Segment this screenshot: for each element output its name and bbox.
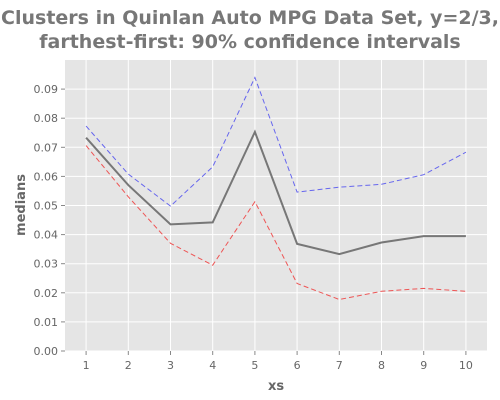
x-axis-label: xs [268, 379, 284, 394]
y-tick-label: 0.00 [34, 345, 59, 358]
x-tick-label: 7 [336, 359, 343, 372]
y-tick-label: 0.04 [34, 229, 59, 242]
x-tick-label: 1 [83, 359, 90, 372]
y-tick-label: 0.05 [34, 200, 59, 213]
y-tick-label: 0.07 [34, 141, 59, 154]
grid-lines [65, 60, 487, 352]
series-lines [85, 76, 467, 301]
x-tick-label: 4 [209, 359, 216, 372]
chart-title-line-1: Clusters in Quinlan Auto MPG Data Set, y… [1, 7, 499, 29]
x-tick-label: 5 [251, 359, 258, 372]
series-line-lower [85, 145, 466, 301]
y-tick-label: 0.03 [34, 258, 59, 271]
y-tick-label: 0.02 [34, 287, 59, 300]
x-tick-label: 10 [459, 359, 473, 372]
chart-title-line-2: farthest-first: 90% confidence intervals [39, 31, 461, 53]
x-tick-label: 9 [420, 359, 427, 372]
y-tick-label: 0.08 [34, 112, 59, 125]
x-axis-ticks: 1 2 3 4 5 6 7 8 9 10 [83, 351, 473, 372]
series-line-median [85, 129, 466, 256]
x-tick-label: 6 [294, 359, 301, 372]
y-axis-ticks: 0.00 0.01 0.02 0.03 0.04 0.05 0.06 0.07 0.08 0.09 [34, 83, 65, 358]
x-tick-label: 2 [125, 359, 132, 372]
x-tick-label: 8 [378, 359, 385, 372]
y-axis-label: medians [14, 174, 29, 236]
series-line-upper [85, 76, 467, 207]
y-tick-label: 0.01 [34, 316, 59, 329]
y-tick-label: 0.06 [34, 170, 59, 183]
x-tick-label: 3 [167, 359, 174, 372]
y-tick-label: 0.09 [34, 83, 59, 96]
